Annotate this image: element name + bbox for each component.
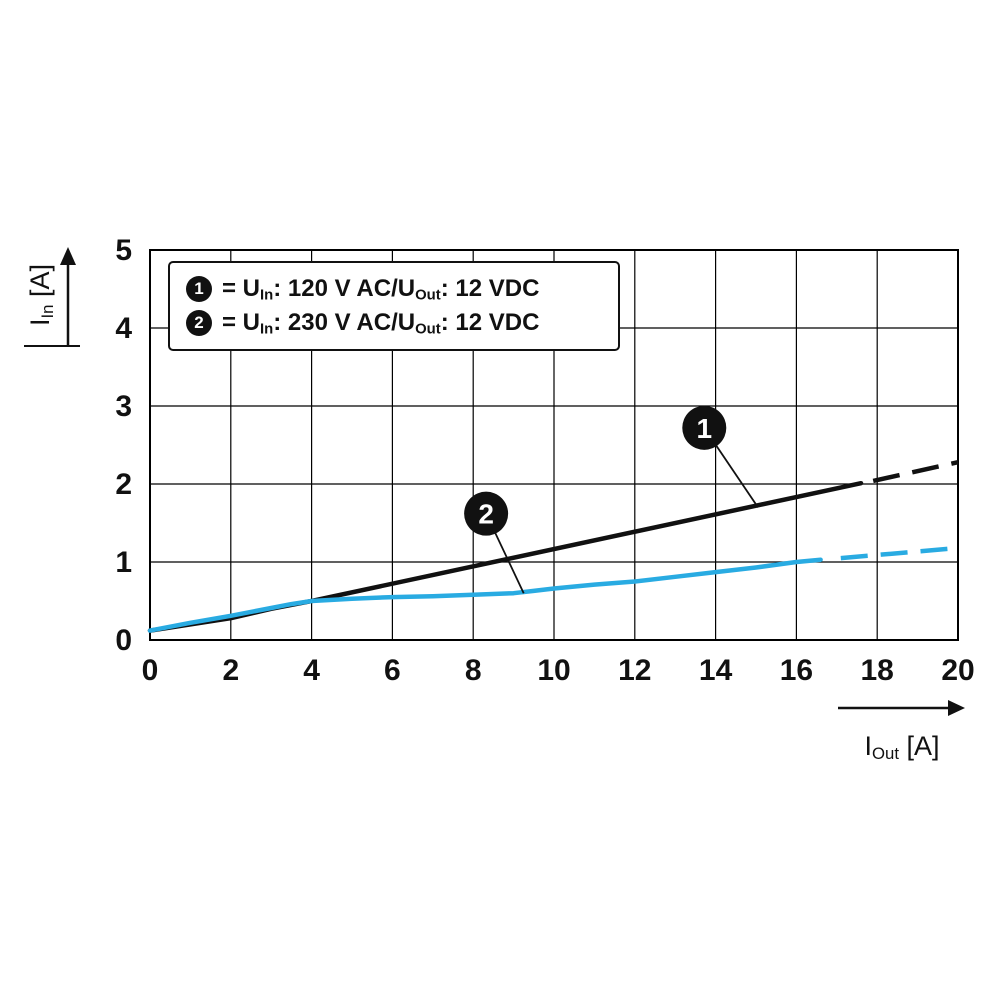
callout-badge-icon — [682, 405, 727, 450]
legend-label: = UIn: 230 V AC/UOut: 12 VDC — [222, 308, 540, 338]
x-tick-label: 14 — [699, 654, 733, 687]
chart-legend: 1 = UIn: 120 V AC/UOut: 12 VDC 2 = UIn: 230… — [168, 261, 620, 351]
x-tick-label: 18 — [861, 654, 894, 687]
legend-badge-icon: 1 — [186, 276, 212, 302]
callout-badge-icon — [464, 491, 509, 536]
y-tick-label: 1 — [115, 546, 132, 579]
y-axis-label: IIn [A] — [25, 264, 58, 326]
x-tick-label: 20 — [941, 654, 974, 687]
plot-border — [149, 249, 959, 641]
y-axis-arrow-icon — [60, 247, 76, 347]
x-axis-label-group: IOut [A] — [838, 698, 966, 764]
legend-item: 1 = UIn: 120 V AC/UOut: 12 VDC — [186, 272, 618, 306]
x-tick-label: 0 — [142, 654, 159, 687]
x-tick-label: 2 — [222, 654, 239, 687]
x-axis-label: IOut [A] — [864, 731, 940, 764]
legend-badge-icon: 2 — [186, 310, 212, 336]
y-axis-baseline — [24, 345, 80, 347]
y-tick-label: 2 — [115, 468, 132, 501]
series-line-2-dashed — [840, 545, 959, 561]
callout-badge-label: 2 — [478, 499, 494, 530]
y-tick-label: 0 — [115, 624, 132, 657]
y-tick-label: 3 — [115, 390, 132, 423]
series-line-2-solid — [147, 557, 823, 633]
x-tick-label: 10 — [537, 654, 570, 687]
callout-badge-label: 1 — [696, 413, 712, 444]
x-tick-label: 6 — [384, 654, 401, 687]
legend-item: 2 = UIn: 230 V AC/UOut: 12 VDC — [186, 306, 618, 340]
legend-label: = UIn: 120 V AC/UOut: 12 VDC — [222, 274, 540, 304]
series-line-1-dashed — [872, 460, 959, 484]
x-tick-label: 4 — [303, 654, 320, 687]
x-axis-arrow-icon — [838, 700, 965, 716]
x-tick-label: 12 — [618, 654, 651, 687]
y-tick-label: 4 — [115, 312, 132, 345]
y-tick-label: 5 — [115, 234, 132, 267]
x-tick-label: 16 — [780, 654, 813, 687]
x-tick-label: 8 — [465, 654, 482, 687]
